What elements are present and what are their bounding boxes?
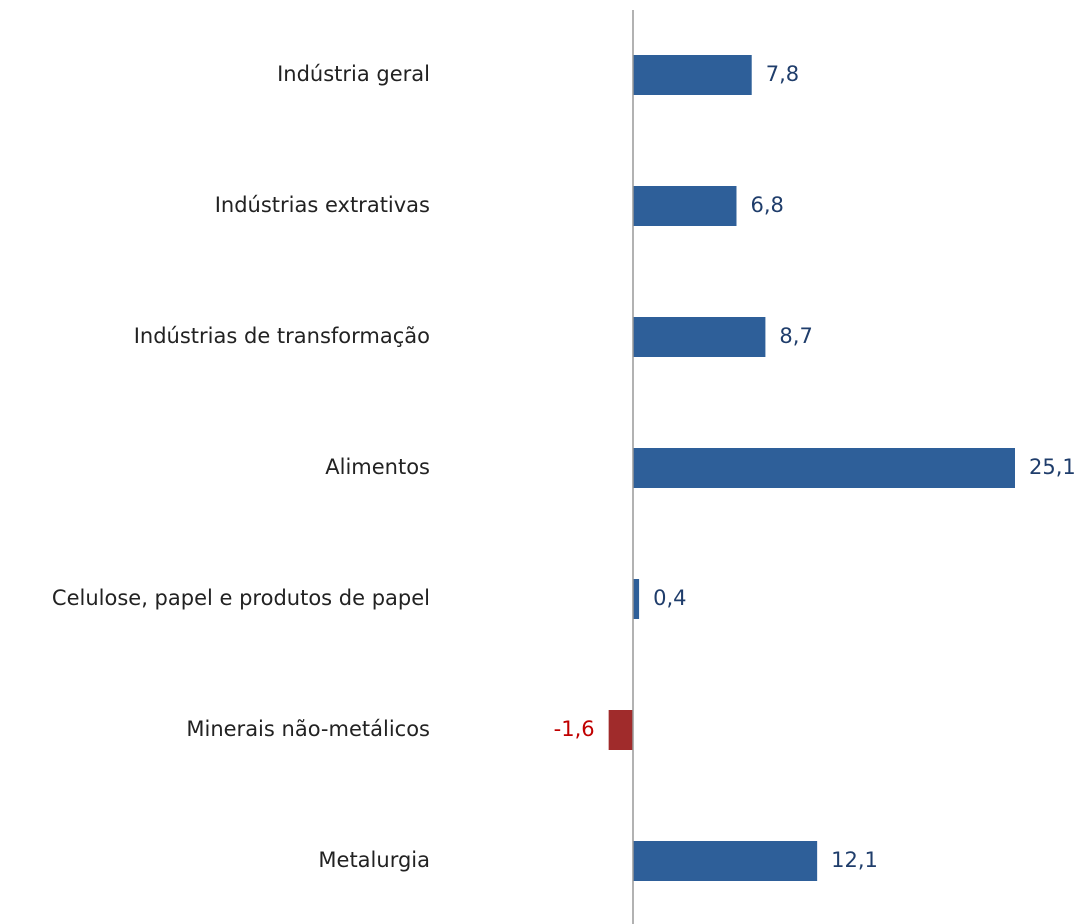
value-label: 12,1 [831, 848, 878, 872]
bar [633, 579, 640, 619]
bar [633, 448, 1015, 488]
bar [608, 710, 633, 750]
category-label: Metalurgia [318, 848, 430, 872]
category-label: Alimentos [325, 455, 430, 479]
category-label: Indústrias extrativas [215, 193, 430, 217]
value-label: 25,1 [1029, 455, 1076, 479]
value-label: 8,7 [779, 324, 812, 348]
bar [633, 317, 766, 357]
category-label: Minerais não-metálicos [186, 717, 430, 741]
category-label: Celulose, papel e produtos de papel [52, 586, 430, 610]
bar [633, 55, 752, 95]
bar [633, 841, 818, 881]
category-label: Indústria geral [277, 62, 430, 86]
bar [633, 186, 737, 226]
value-label: 6,8 [750, 193, 783, 217]
value-label: 0,4 [653, 586, 686, 610]
value-label: 7,8 [766, 62, 799, 86]
category-label: Indústrias de transformação [134, 324, 430, 348]
value-label: -1,6 [554, 717, 595, 741]
